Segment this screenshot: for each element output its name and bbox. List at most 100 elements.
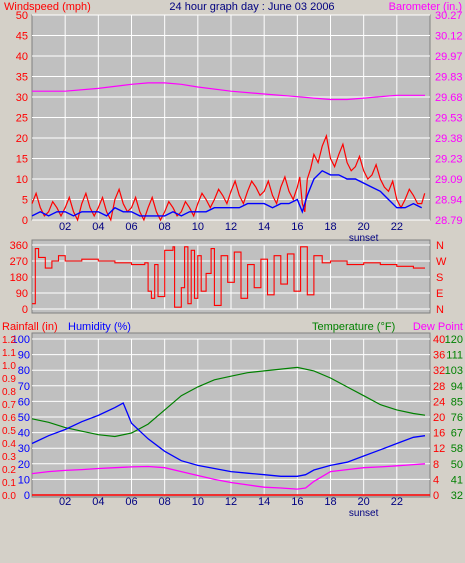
x-tick-label: 02 <box>59 496 71 508</box>
direction-y-tick-label: 0 <box>22 304 28 316</box>
rainfall-y-tick-label: 1.0 <box>2 361 16 372</box>
header-center-title: 24 hour graph day : June 03 2006 <box>169 1 334 13</box>
x-tick-label: 02 <box>59 221 71 233</box>
humidity-y-tick-label: 100 <box>12 334 30 346</box>
temperature-y-tick-label: 120 <box>445 334 463 346</box>
dewpoint-y-tick-label: 12 <box>433 443 445 455</box>
humidity-y-tick-label: 40 <box>18 428 30 440</box>
rainfall-y-tick-label: 0.6 <box>2 413 16 424</box>
rainfall-y-tick-label: 0.9 <box>2 374 16 385</box>
header-left-label: Windspeed (mph) <box>4 1 91 13</box>
x-tick-label: 16 <box>291 496 303 508</box>
temperature-y-tick-label: 103 <box>445 365 463 377</box>
x-tick-label: 20 <box>358 496 370 508</box>
series-windspeed-average-line <box>31 169 423 217</box>
wind-y-tick-label: 20 <box>16 133 28 145</box>
series-barometer-line <box>32 82 425 101</box>
x-tick-label: 18 <box>324 221 336 233</box>
dewpoint-y-tick-label: 36 <box>433 350 445 362</box>
x-tick-label: 06 <box>125 221 137 233</box>
dewpoint-y-tick-label: 20 <box>433 412 445 424</box>
dewpoint-y-tick-label: 0 <box>433 490 439 502</box>
x-tick-label: 14 <box>258 496 270 508</box>
humidity-y-tick-label: 60 <box>18 396 30 408</box>
x-tick-label: 12 <box>225 221 237 233</box>
barometer-y-tick-label: 28.94 <box>435 195 463 207</box>
humidity-y-tick-label: 0 <box>24 490 30 502</box>
temperature-y-tick-label: 94 <box>451 381 463 393</box>
barometer-y-tick-label: 30.12 <box>435 31 463 43</box>
wind-y-tick-label: 15 <box>16 154 28 166</box>
series-humidity-line <box>31 402 426 477</box>
direction-y-tick-label: 270 <box>10 256 28 268</box>
x-tick-label: 20 <box>358 221 370 233</box>
compass-tick-label: N <box>436 240 444 252</box>
temperature-y-tick-label: 50 <box>451 459 463 471</box>
wind-y-tick-label: 25 <box>16 113 28 125</box>
series-wind-direction-line <box>32 246 425 308</box>
rainfall-y-tick-label: 0.8 <box>2 387 16 398</box>
wind-y-tick-label: 0 <box>22 215 28 227</box>
x-tick-label: 08 <box>159 496 171 508</box>
temperature-y-tick-label: 111 <box>446 350 463 362</box>
wind-y-tick-label: 30 <box>16 92 28 104</box>
x-tick-label: 10 <box>192 221 204 233</box>
humidity-y-tick-label: 30 <box>18 443 30 455</box>
temperature-y-tick-label: 32 <box>451 490 463 502</box>
dewpoint-y-tick-label: 28 <box>433 381 445 393</box>
dewpoint-y-tick-label: 32 <box>433 365 445 377</box>
x-tick-label: 12 <box>225 496 237 508</box>
humidity-y-tick-label: 10 <box>18 474 30 486</box>
wind-y-tick-label: 40 <box>16 51 28 63</box>
barometer-y-tick-label: 29.09 <box>435 174 463 186</box>
x-tick-label: 04 <box>92 496 104 508</box>
rainfall-y-tick-label: 0.3 <box>2 452 16 463</box>
rainfall-y-tick-label: 0.0 <box>2 491 16 502</box>
x-tick-label: 06 <box>125 496 137 508</box>
humidity-y-tick-label: 20 <box>18 459 30 471</box>
dewpoint-y-tick-label: 16 <box>433 428 445 440</box>
barometer-y-tick-label: 29.23 <box>435 154 463 166</box>
humidity-y-tick-label: 80 <box>18 365 30 377</box>
barometer-y-tick-label: 29.83 <box>435 72 463 84</box>
x-tick-label: 10 <box>192 496 204 508</box>
humidity-y-tick-label: 90 <box>18 350 30 362</box>
temperature-y-tick-label: 58 <box>451 443 463 455</box>
barometer-y-tick-label: 28.79 <box>435 215 463 227</box>
dewpoint-y-tick-label: 40 <box>433 334 445 346</box>
rainfall-y-tick-label: 0.1 <box>2 478 16 489</box>
barometer-y-tick-label: 29.97 <box>435 51 463 63</box>
compass-tick-label: S <box>436 272 443 284</box>
dewpoint-axis-title: Dew Point <box>413 321 463 333</box>
compass-tick-label: W <box>436 256 447 268</box>
rainfall-axis-title: Rainfall (in) <box>2 321 58 333</box>
sunset-label: sunset <box>349 508 379 519</box>
x-tick-label: 16 <box>291 221 303 233</box>
wind-y-tick-label: 35 <box>16 72 28 84</box>
x-tick-label: 22 <box>391 496 403 508</box>
humidity-axis-title: Humidity (%) <box>68 321 131 333</box>
series-temperature-line <box>31 366 426 438</box>
compass-tick-label: E <box>436 288 443 300</box>
rainfall-y-tick-label: 0.2 <box>2 465 16 476</box>
humidity-y-tick-label: 50 <box>18 412 30 424</box>
dewpoint-y-tick-label: 4 <box>433 474 439 486</box>
rainfall-y-tick-label: 0.5 <box>2 426 16 437</box>
barometer-y-tick-label: 29.38 <box>435 133 463 145</box>
temperature-y-tick-label: 85 <box>451 396 463 408</box>
temperature-axis-title: Temperature (°F) <box>312 321 395 333</box>
wind-y-tick-label: 5 <box>22 195 28 207</box>
wind-y-tick-label: 45 <box>16 31 28 43</box>
x-tick-label: 08 <box>159 221 171 233</box>
x-tick-label: 18 <box>324 496 336 508</box>
barometer-y-tick-label: 29.68 <box>435 92 463 104</box>
dewpoint-y-tick-label: 24 <box>433 396 445 408</box>
compass-tick-label: N <box>436 304 444 316</box>
direction-y-tick-label: 180 <box>10 272 28 284</box>
temperature-y-tick-label: 67 <box>451 428 463 440</box>
temperature-y-tick-label: 76 <box>451 412 463 424</box>
barometer-y-tick-label: 30.27 <box>435 10 463 22</box>
sunset-label: sunset <box>349 233 379 244</box>
x-tick-label: 22 <box>391 221 403 233</box>
